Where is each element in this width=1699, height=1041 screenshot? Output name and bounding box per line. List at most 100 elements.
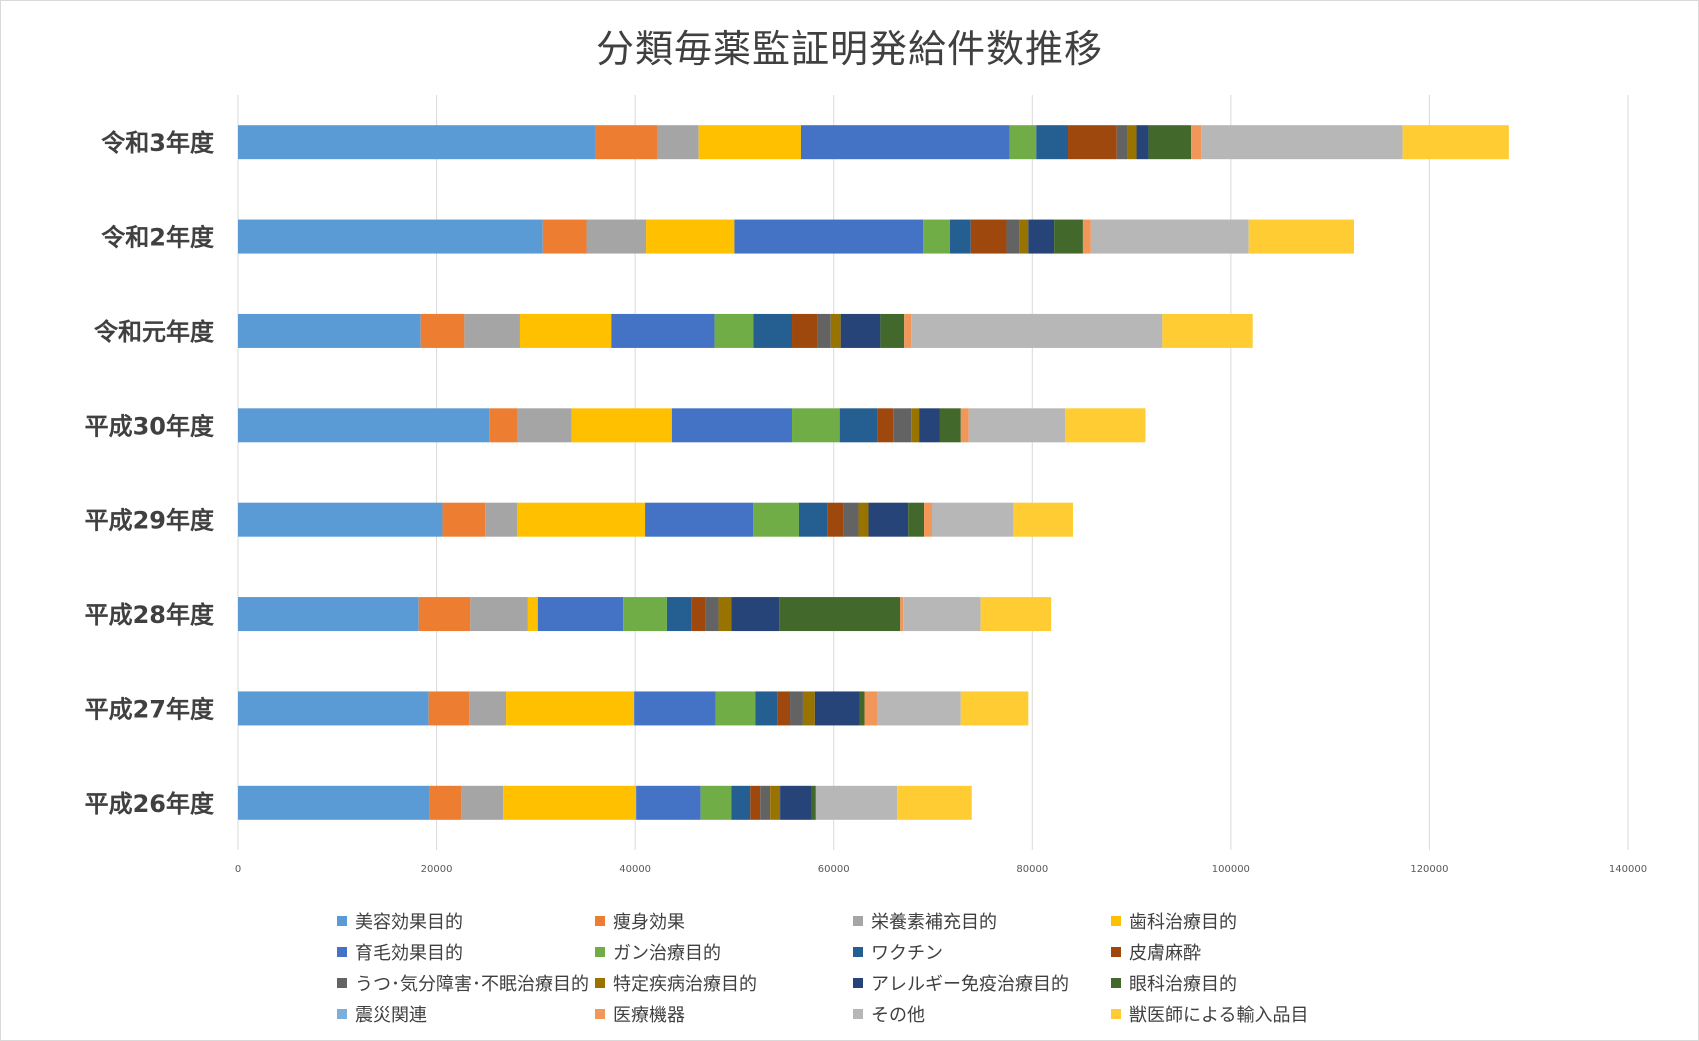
legend-swatch [595, 1008, 605, 1019]
x-tick-label: 140000 [1609, 864, 1647, 875]
legend-swatch [1111, 915, 1121, 926]
bar-segment [715, 691, 756, 726]
bar-segment [770, 785, 781, 820]
category-label: 平成29年度 [85, 507, 215, 535]
bar-segment [1402, 125, 1509, 160]
bar-segment [420, 313, 465, 348]
legend-label: 歯科治療目的 [1129, 911, 1237, 933]
legend-swatch [1111, 946, 1121, 957]
bar-segment [1162, 313, 1253, 348]
legend-label: その他 [871, 1004, 925, 1026]
bar-segment [919, 408, 940, 443]
bar-segment [1013, 502, 1073, 537]
bar-segment [1191, 125, 1202, 160]
category-labels: 令和3年度令和2年度令和元年度平成30年度平成29年度平成28年度平成27年度平… [85, 129, 215, 818]
bar-segment [516, 502, 646, 537]
bar-segment [911, 408, 920, 443]
bar-segment [815, 785, 898, 820]
x-tick-label: 40000 [619, 864, 651, 875]
bar-segment [705, 597, 719, 632]
legend-item: 震災関連 [337, 1002, 595, 1026]
bar-segment [932, 502, 1014, 537]
legend-swatch [595, 946, 605, 957]
bar-segment [792, 313, 818, 348]
bar-segment [734, 219, 924, 254]
legend-item: アレルギー免疫治療目的 [853, 971, 1111, 995]
legend-label: ワクチン [871, 942, 943, 964]
bar-segment [527, 597, 538, 632]
bar-segment [464, 313, 520, 348]
bar-segment [893, 408, 912, 443]
x-tick-label: 100000 [1212, 864, 1250, 875]
bar-segment [779, 597, 901, 632]
bar-segment [980, 597, 1052, 632]
legend-swatch [337, 915, 347, 926]
bar-segment [698, 125, 801, 160]
bar-segment [714, 313, 754, 348]
legend-label: アレルギー免疫治療目的 [871, 973, 1069, 995]
bar-segment [817, 313, 831, 348]
bar-segment [968, 408, 1066, 443]
bar-segment [877, 691, 961, 726]
bar-segment [960, 408, 969, 443]
bar-segment [904, 313, 912, 348]
bar-segment [1065, 408, 1146, 443]
legend-item: 栄養素補充目的 [853, 909, 1111, 933]
bar-segment [760, 785, 771, 820]
bar-segment [864, 691, 878, 726]
legend-label: 獣医師による輸入品目 [1129, 1004, 1309, 1026]
bar-segment [1019, 219, 1029, 254]
bar-segment [960, 691, 1029, 726]
legend-swatch [853, 1008, 863, 1019]
bar-segment [731, 597, 780, 632]
bar-segment [1148, 125, 1192, 160]
legend-item: 医療機器 [595, 1002, 853, 1026]
bar-segment [1054, 219, 1083, 254]
legend-label: 医療機器 [613, 1004, 685, 1026]
bar-segment [238, 691, 429, 726]
legend-swatch [853, 946, 863, 957]
x-tick-label: 80000 [1016, 864, 1048, 875]
bar-segment [238, 597, 419, 632]
bar-segment [718, 597, 732, 632]
bar-segment [830, 313, 841, 348]
bar-segment [485, 502, 517, 537]
bar-segment [792, 408, 840, 443]
bar-segment [1009, 125, 1037, 160]
legend-swatch [853, 977, 863, 988]
category-label: 平成28年度 [85, 601, 215, 629]
bar-segment [939, 408, 961, 443]
category-label: 平成26年度 [85, 790, 215, 818]
bar-segment [814, 691, 860, 726]
bar-segment [843, 502, 859, 537]
legend-swatch [853, 915, 863, 926]
legend-item: ワクチン [853, 940, 1111, 964]
category-label: 平成30年度 [85, 412, 215, 440]
category-label: 令和元年度 [94, 318, 215, 346]
legend-swatch [337, 977, 347, 988]
legend-item: その他 [853, 1002, 1111, 1026]
legend-label: 栄養素補充目的 [871, 911, 997, 933]
bar-segment [656, 125, 699, 160]
bar-segment [859, 691, 865, 726]
bar-segment [700, 785, 732, 820]
bar-segment [238, 785, 430, 820]
x-tick-label: 20000 [421, 864, 453, 875]
bar-segment [1136, 125, 1149, 160]
legend-swatch [1111, 1008, 1121, 1019]
category-label: 令和3年度 [101, 129, 215, 157]
category-label: 令和2年度 [101, 224, 215, 252]
bar-segment [1116, 125, 1128, 160]
bar-segment [1127, 125, 1137, 160]
bar-segment [903, 597, 981, 632]
bar-segment [840, 313, 881, 348]
legend-item: 獣医師による輸入品目 [1111, 1002, 1369, 1026]
bar-segment [900, 597, 904, 632]
bar-segment [442, 502, 486, 537]
bar-segment [645, 502, 754, 537]
bar-segment [800, 125, 1010, 160]
x-tick-label: 0 [235, 864, 241, 875]
legend-label: 痩身効果 [613, 911, 685, 933]
bar-segment [777, 691, 791, 726]
bar-segment [489, 408, 517, 443]
